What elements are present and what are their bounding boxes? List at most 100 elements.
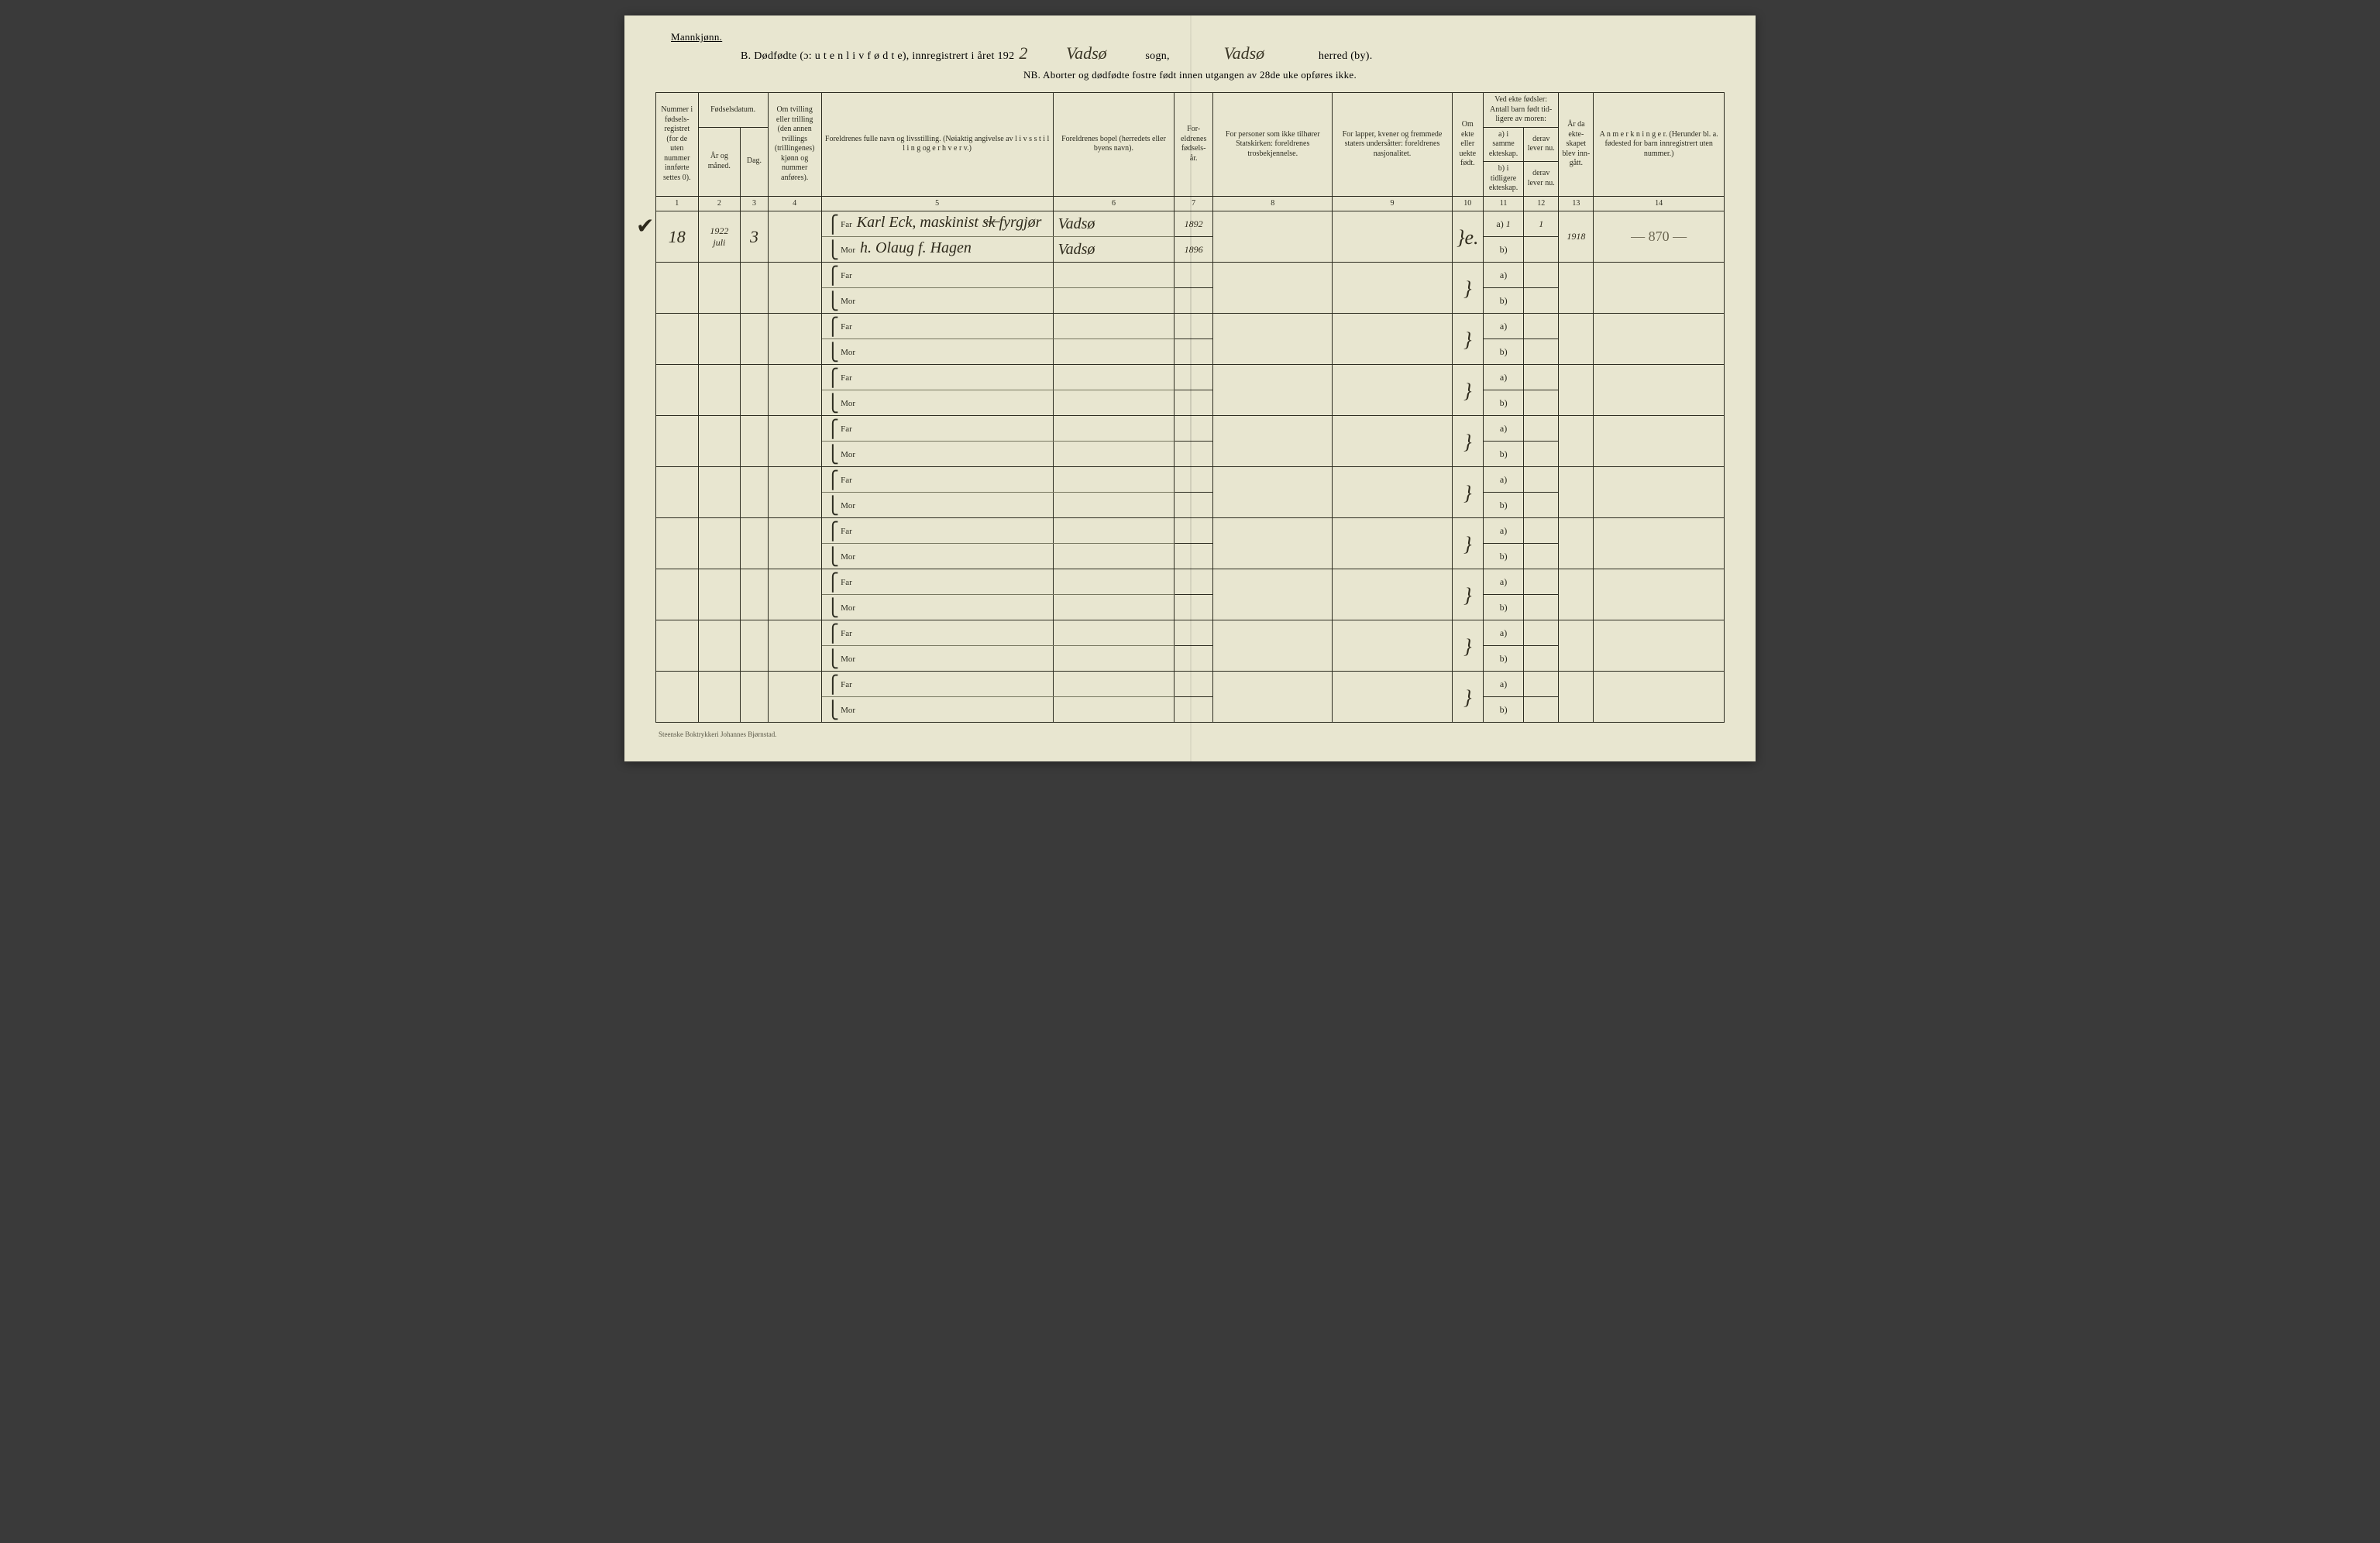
religion-cell bbox=[1213, 569, 1333, 620]
mother-residence bbox=[1053, 595, 1175, 620]
year-month bbox=[698, 416, 741, 467]
children-b-living bbox=[1524, 595, 1559, 620]
twin-cell bbox=[768, 314, 821, 365]
year-month bbox=[698, 518, 741, 569]
legitimacy-value: } bbox=[1463, 584, 1471, 607]
mother-residence bbox=[1053, 390, 1175, 416]
father-birth-year bbox=[1175, 620, 1213, 646]
twin-cell bbox=[768, 620, 821, 672]
marriage-year bbox=[1559, 569, 1594, 620]
nationality-cell bbox=[1333, 467, 1452, 518]
role-mor-label: Mor bbox=[841, 655, 855, 664]
table-row: ⎧Far}a) bbox=[656, 263, 1725, 288]
subtitle: NB. Aborter og dødfødte fostre født inne… bbox=[655, 69, 1725, 81]
twin-cell bbox=[768, 672, 821, 723]
legitimacy-cell: } bbox=[1452, 672, 1483, 723]
father-birth-year bbox=[1175, 416, 1213, 442]
marriage-year bbox=[1559, 620, 1594, 672]
marriage-year bbox=[1559, 518, 1594, 569]
printer-footer: Steenske Boktrykkeri Johannes Bjørnstad. bbox=[659, 730, 1725, 738]
mother-name-cell: ⎩Mor bbox=[821, 697, 1053, 723]
col-11b-header: b) i tidligere ekteskap. bbox=[1483, 162, 1523, 197]
father-birth-year bbox=[1175, 467, 1213, 493]
remarks-cell bbox=[1594, 263, 1725, 314]
column-number-row: 1 2 3 4 5 6 7 8 9 10 11 12 13 14 bbox=[656, 196, 1725, 211]
children-a-cell: a) bbox=[1483, 314, 1523, 339]
father-residence bbox=[1053, 518, 1175, 544]
role-far-label: Far bbox=[841, 527, 852, 536]
day: 3 bbox=[741, 211, 769, 263]
legitimacy-value: } bbox=[1463, 635, 1471, 658]
marriage-year bbox=[1559, 263, 1594, 314]
day bbox=[741, 467, 769, 518]
marriage-year bbox=[1559, 467, 1594, 518]
table-row: ⎧Far}a) bbox=[656, 314, 1725, 339]
ab-a-label: a) bbox=[1500, 576, 1507, 587]
religion-cell bbox=[1213, 365, 1333, 416]
children-b-cell: b) bbox=[1483, 697, 1523, 723]
nationality-cell bbox=[1333, 263, 1452, 314]
colnum: 1 bbox=[656, 196, 699, 211]
children-a-cell: a) bbox=[1483, 416, 1523, 442]
religion-cell bbox=[1213, 211, 1333, 263]
ab-a-label: a) bbox=[1500, 679, 1507, 689]
father-birth-year bbox=[1175, 263, 1213, 288]
colnum: 7 bbox=[1175, 196, 1213, 211]
remarks-cell bbox=[1594, 365, 1725, 416]
legitimacy-cell: } bbox=[1452, 467, 1483, 518]
children-a-cell: a) bbox=[1483, 365, 1523, 390]
nationality-cell bbox=[1333, 620, 1452, 672]
remarks-cell bbox=[1594, 569, 1725, 620]
year-last-digit: 2 bbox=[1019, 43, 1027, 64]
col-6-header: Foreldrenes bopel (herredets eller byens… bbox=[1053, 93, 1175, 197]
col-13-header: År da ekte-skapet blev inn-gått. bbox=[1559, 93, 1594, 197]
legitimacy-value: } bbox=[1463, 328, 1471, 351]
mother-name: h. Olaug f. Hagen bbox=[860, 239, 972, 256]
children-a-living: 1 bbox=[1524, 211, 1559, 237]
twin-cell bbox=[768, 365, 821, 416]
col-8-header: For personer som ikke tilhører Statskirk… bbox=[1213, 93, 1333, 197]
legitimacy-value: }e. bbox=[1457, 226, 1478, 249]
day bbox=[741, 672, 769, 723]
ab-b-label: b) bbox=[1500, 551, 1508, 562]
title-line: B. Dødfødte (ɔ: u t e n l i v f ø d t e)… bbox=[741, 43, 1725, 64]
marriage-year bbox=[1559, 314, 1594, 365]
children-a-cell: a) 1 bbox=[1483, 211, 1523, 237]
father-birth-year bbox=[1175, 314, 1213, 339]
father-name-cell: ⎧Far bbox=[821, 314, 1053, 339]
father-name-cell: ⎧Far bbox=[821, 263, 1053, 288]
role-mor-label: Mor bbox=[841, 450, 855, 459]
role-mor-label: Mor bbox=[841, 706, 855, 715]
legitimacy-cell: } bbox=[1452, 365, 1483, 416]
entry-number bbox=[656, 672, 699, 723]
colnum: 11 bbox=[1483, 196, 1523, 211]
marriage-year bbox=[1559, 365, 1594, 416]
colnum: 9 bbox=[1333, 196, 1452, 211]
marriage-year bbox=[1559, 672, 1594, 723]
mother-residence bbox=[1053, 442, 1175, 467]
entry-number bbox=[656, 263, 699, 314]
ab-b-label: b) bbox=[1500, 295, 1508, 306]
table-row: ⎧Far}a) bbox=[656, 467, 1725, 493]
col-5-header: Foreldrenes fulle navn og livsstilling. … bbox=[821, 93, 1053, 197]
children-a-living bbox=[1524, 365, 1559, 390]
table-body: ✔181922juli3⎧FarKarl Eck, maskinist s̶k̶… bbox=[656, 211, 1725, 723]
mother-birth-year bbox=[1175, 339, 1213, 365]
father-residence bbox=[1053, 569, 1175, 595]
remarks-cell bbox=[1594, 416, 1725, 467]
role-mor-label: Mor bbox=[841, 297, 855, 306]
mother-residence bbox=[1053, 697, 1175, 723]
mother-name-cell: ⎩Mor bbox=[821, 544, 1053, 569]
year-month bbox=[698, 263, 741, 314]
children-a-cell: a) bbox=[1483, 518, 1523, 544]
children-a-cell: a) bbox=[1483, 569, 1523, 595]
col-1-header: Nummer i fødsels-registret (for de uten … bbox=[656, 93, 699, 197]
children-a-living bbox=[1524, 620, 1559, 646]
entry-number: ✔18 bbox=[656, 211, 699, 263]
col-12b-header: derav lever nu. bbox=[1524, 162, 1559, 197]
father-birth-year bbox=[1175, 569, 1213, 595]
table-row: ⎧Far}a) bbox=[656, 416, 1725, 442]
ab-a-label: a) bbox=[1500, 525, 1507, 536]
table-row: ⎧Far}a) bbox=[656, 518, 1725, 544]
ab-a-label: a) bbox=[1500, 270, 1507, 280]
